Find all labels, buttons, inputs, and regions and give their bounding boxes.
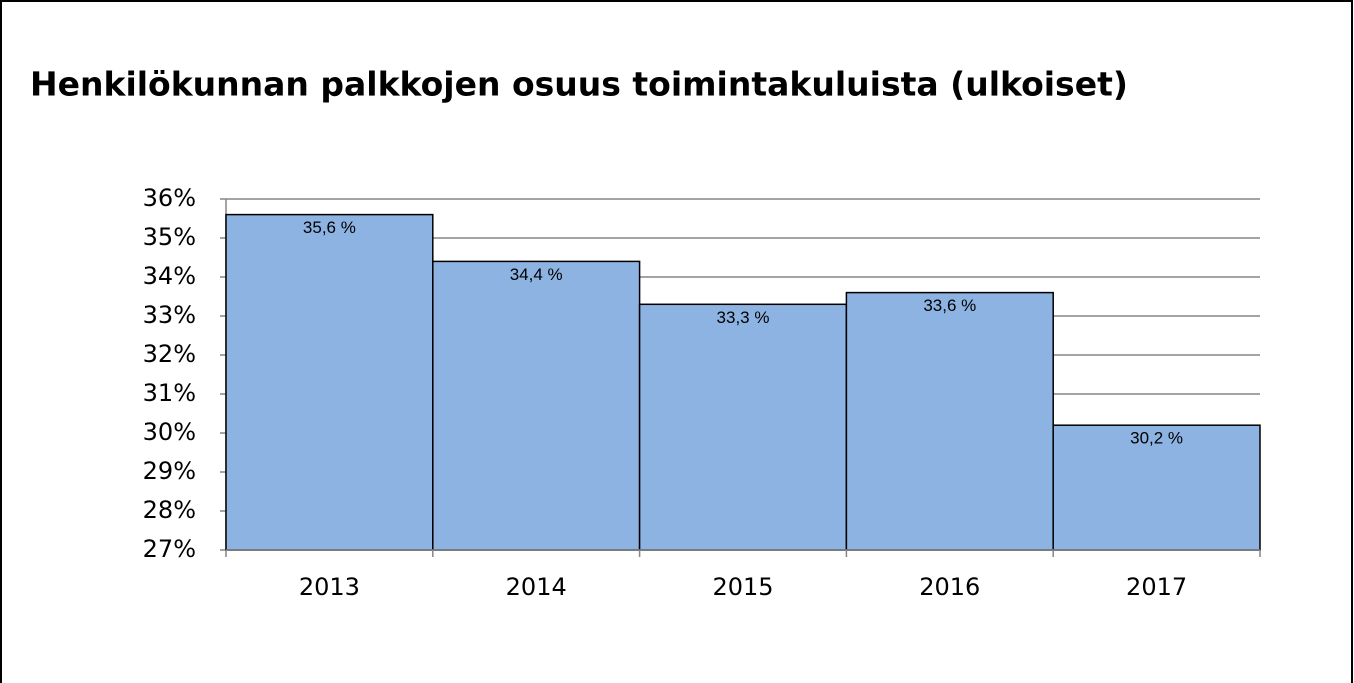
- data-label: 33,6 %: [923, 296, 976, 315]
- x-tick-label: 2015: [712, 573, 773, 601]
- y-tick-label: 33%: [143, 301, 196, 329]
- data-label: 34,4 %: [510, 265, 563, 284]
- y-tick-label: 36%: [143, 184, 196, 212]
- bar: [432, 260, 641, 551]
- y-tick-label: 27%: [143, 535, 196, 563]
- bar: [845, 291, 1054, 551]
- y-tick-label: 31%: [143, 379, 196, 407]
- y-tick-label: 28%: [143, 496, 196, 524]
- x-tick-label: 2013: [299, 573, 360, 601]
- bar: [225, 213, 434, 551]
- bar: [1052, 424, 1261, 551]
- x-tick-label: 2017: [1126, 573, 1187, 601]
- y-tick-label: 30%: [143, 418, 196, 446]
- y-tick-label: 35%: [143, 223, 196, 251]
- data-label: 35,6 %: [303, 218, 356, 237]
- y-tick-label: 34%: [143, 262, 196, 290]
- bar: [638, 303, 848, 551]
- data-label: 33,3 %: [717, 308, 770, 327]
- x-tick-label: 2016: [919, 573, 980, 601]
- y-tick-label: 32%: [143, 340, 196, 368]
- x-tick-label: 2014: [506, 573, 567, 601]
- y-tick-label: 29%: [143, 457, 196, 485]
- chart-title: Henkilökunnan palkkojen osuus toimintaku…: [30, 65, 1128, 104]
- data-label: 30,2 %: [1130, 429, 1183, 448]
